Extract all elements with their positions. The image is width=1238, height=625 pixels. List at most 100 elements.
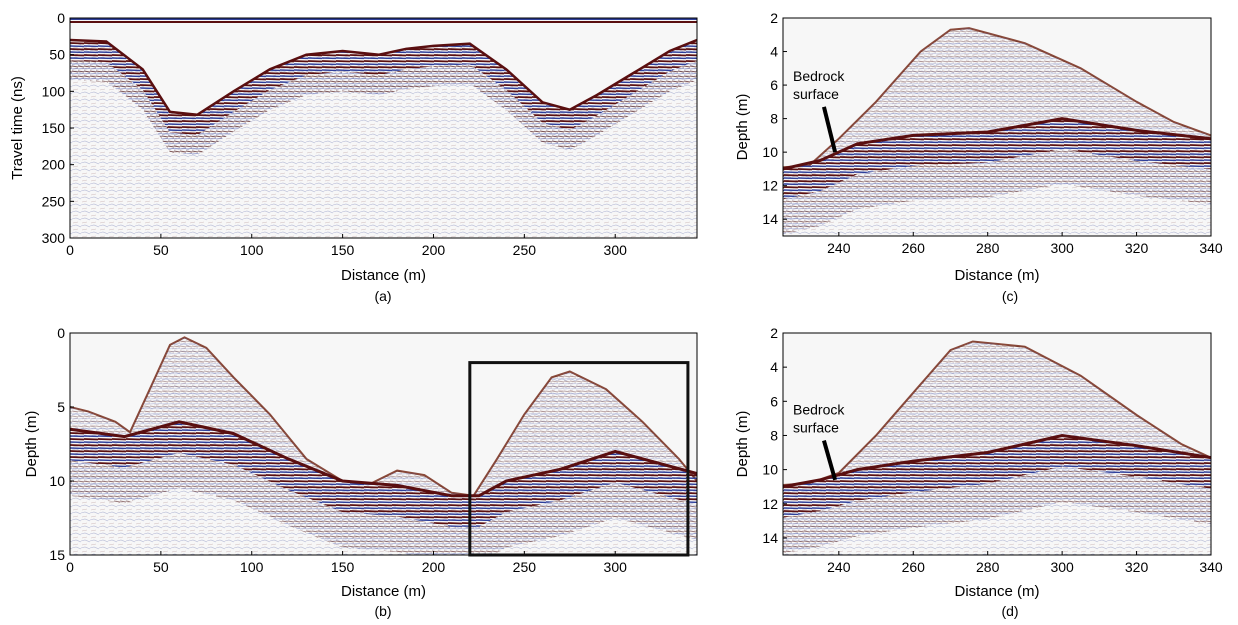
y-axis-label: Depth (m) [734, 94, 751, 161]
annotation-line: surface [793, 86, 839, 102]
x-tick-label: 340 [1199, 240, 1223, 256]
x-tick-label: 260 [902, 559, 926, 575]
x-tick-label: 50 [153, 242, 169, 258]
annotation-line: surface [793, 420, 839, 436]
direct-wave-band [70, 21, 697, 23]
bedrock-surface-line [70, 420, 697, 498]
y-tick-label: 14 [762, 530, 778, 546]
annotation-label: Bedrock surface [793, 68, 845, 102]
x-tick-label: 300 [604, 242, 628, 258]
panel-c: 240 260 280 300 320 340 2 4 6 8 10 12 14 Distance (m)… [734, 10, 1223, 284]
bedrock-surface-line [783, 117, 1211, 171]
y-tick-label: 14 [762, 211, 778, 227]
y-tick-label: 300 [42, 230, 66, 246]
reflection-band [70, 40, 697, 136]
y-tick-label: 200 [42, 157, 66, 173]
y-tick-label: 4 [770, 44, 778, 60]
radargram-body [70, 18, 697, 238]
y-tick-label: 150 [42, 120, 66, 136]
y-tick-label: 5 [57, 399, 65, 415]
panel-label-b: (b) [374, 603, 391, 619]
bedrock-deep-zone [783, 466, 1211, 554]
panel-b: 0 50 100 150 200 250 300 0 5 10 15 Distance (m) Dept… [23, 325, 698, 600]
y-tick-label: 0 [57, 10, 65, 26]
bedrock-deep-zone [783, 149, 1211, 235]
x-tick-label: 320 [1125, 240, 1149, 256]
x-tick-label: 280 [976, 240, 1000, 256]
panel-label-c: (c) [1002, 288, 1018, 304]
reflection-band-lower [70, 60, 697, 156]
plot-frame [782, 332, 1212, 556]
x-tick-label: 300 [1050, 240, 1074, 256]
annotation-label: Bedrock surface [793, 402, 845, 436]
y-tick-label: 0 [57, 325, 65, 341]
bedrock-surface-line [783, 433, 1211, 489]
annotation-line: Bedrock [793, 68, 845, 84]
y-tick-label: 50 [49, 47, 65, 63]
x-tick-label: 240 [827, 559, 851, 575]
bedrock-pointer-line [822, 440, 838, 481]
radargram-body [783, 340, 1211, 555]
sediment-zone [70, 337, 697, 496]
sediment-zone [783, 28, 1211, 169]
plot-frame [69, 332, 698, 556]
y-tick-label: 10 [762, 144, 778, 160]
zoom-region-box [468, 361, 690, 557]
y-tick-label: 10 [762, 462, 778, 478]
y-tick-label: 12 [762, 496, 778, 512]
x-axis-label: Distance (m) [954, 267, 1039, 284]
radargram-body [783, 27, 1211, 236]
x-tick-label: 150 [331, 242, 355, 258]
y-tick-label: 8 [770, 111, 778, 127]
y-tick-label: 8 [770, 427, 778, 443]
x-tick-label: 320 [1125, 559, 1149, 575]
direct-wave-band [70, 18, 697, 20]
panel-d: 240 260 280 300 320 340 2 4 6 8 10 12 14 Distance (m)… [734, 325, 1223, 600]
x-tick-label: 0 [66, 242, 74, 258]
y-tick-label: 10 [49, 473, 65, 489]
bedrock-reflector-band [70, 421, 697, 527]
y-tick-label: 12 [762, 178, 778, 194]
bedrock-reflector-band [783, 118, 1211, 200]
y-tick-label: 6 [770, 77, 778, 93]
plot-frame [782, 17, 1212, 237]
x-tick-label: 250 [513, 559, 537, 575]
x-tick-label: 100 [240, 559, 264, 575]
surface-reflection-line [70, 38, 697, 117]
y-axis-label: Depth (m) [734, 411, 751, 478]
y-tick-label: 4 [770, 359, 778, 375]
panel-label-a: (a) [374, 288, 391, 304]
x-tick-label: 260 [902, 240, 926, 256]
bedrock-deep-zone [70, 452, 697, 555]
x-tick-label: 280 [976, 559, 1000, 575]
x-tick-label: 300 [604, 559, 628, 575]
x-axis-label: Distance (m) [954, 583, 1039, 600]
x-tick-label: 340 [1199, 559, 1223, 575]
y-tick-label: 100 [42, 83, 66, 99]
y-tick-label: 2 [770, 10, 778, 26]
x-axis-label: Distance (m) [341, 583, 426, 600]
x-axis-label: Distance (m) [341, 267, 426, 284]
panel-a: 0 50 100 150 200 250 300050100150200250300Dist… [9, 10, 698, 284]
x-tick-label: 200 [422, 559, 446, 575]
y-axis-label: Depth (m) [23, 411, 40, 478]
x-tick-label: 0 [66, 559, 74, 575]
y-axis-label: Travel time (ns) [9, 76, 26, 180]
y-tick-label: 6 [770, 393, 778, 409]
y-tick-label: 2 [770, 325, 778, 341]
x-tick-label: 50 [153, 559, 169, 575]
annotation-line: Bedrock [793, 402, 845, 418]
x-tick-label: 100 [240, 242, 264, 258]
x-tick-label: 150 [331, 559, 355, 575]
sediment-zone [783, 341, 1211, 487]
y-tick-label: 250 [42, 193, 66, 209]
x-tick-label: 240 [827, 240, 851, 256]
radargram-body [70, 336, 697, 555]
bedrock-pointer-line [821, 106, 838, 153]
x-tick-label: 250 [513, 242, 537, 258]
x-tick-label: 200 [422, 242, 446, 258]
panel-label-d: (d) [1001, 603, 1018, 619]
y-tick-label: 15 [49, 547, 65, 563]
x-tick-label: 300 [1050, 559, 1074, 575]
